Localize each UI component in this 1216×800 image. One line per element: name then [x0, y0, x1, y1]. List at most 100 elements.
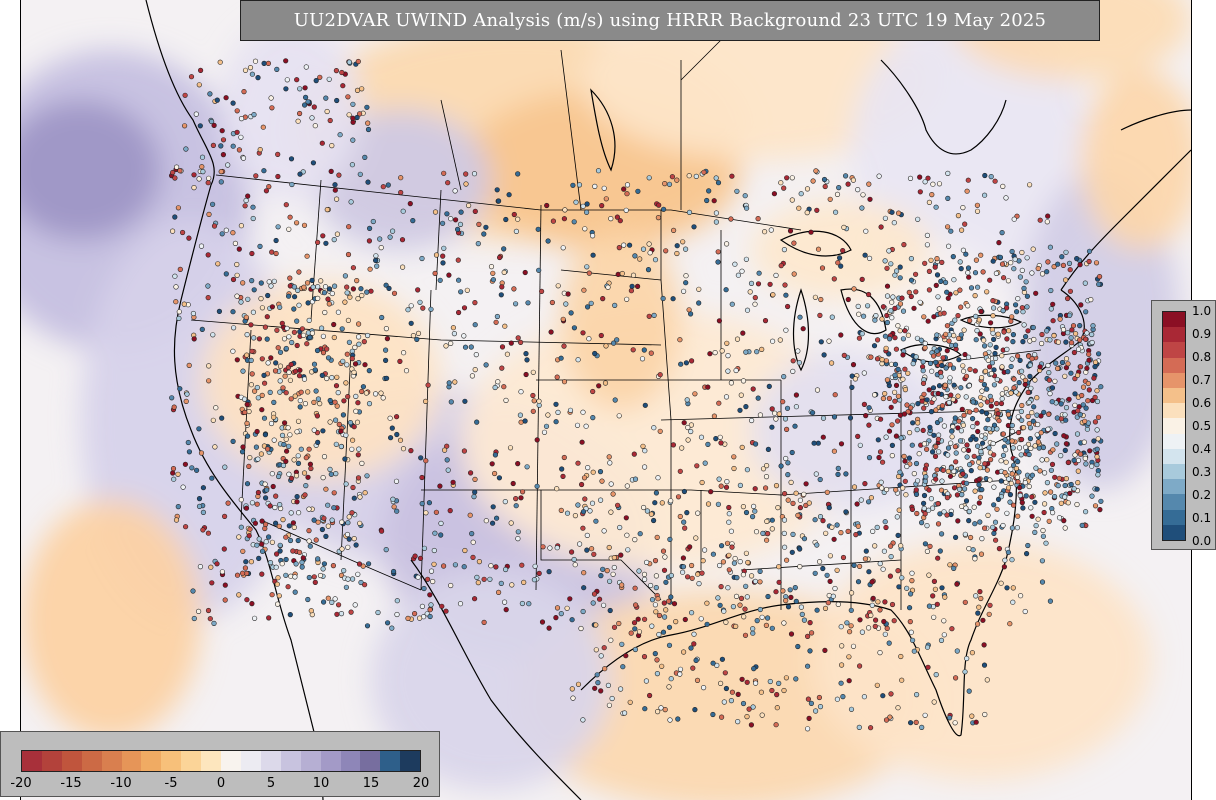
station-marker [725, 585, 731, 591]
wind-colorbar-segment [280, 751, 301, 771]
station-marker [597, 469, 604, 475]
station-marker [588, 300, 594, 306]
station-marker [944, 224, 951, 230]
station-marker [789, 197, 795, 203]
station-marker [379, 314, 385, 321]
station-marker [365, 332, 371, 339]
station-marker [1023, 550, 1030, 557]
station-marker [1045, 426, 1051, 432]
station-marker [383, 347, 389, 353]
station-marker [668, 572, 675, 579]
station-marker [880, 395, 887, 402]
station-marker [956, 335, 962, 342]
station-marker [908, 256, 915, 262]
station-marker [333, 471, 339, 477]
station-marker [553, 401, 559, 407]
station-marker [969, 416, 976, 422]
station-marker [331, 505, 337, 511]
station-marker [913, 460, 920, 467]
station-marker [180, 229, 186, 236]
station-marker [783, 327, 789, 333]
station-marker [509, 582, 515, 588]
station-marker [767, 678, 773, 685]
wind-colorbar-tick: -5 [164, 776, 178, 791]
station-marker [879, 357, 885, 363]
station-marker [265, 292, 271, 299]
state-border [680, 39, 722, 81]
station-marker [1012, 302, 1019, 308]
station-marker [325, 355, 332, 361]
station-marker [1058, 401, 1064, 407]
station-marker [355, 571, 361, 577]
station-marker [906, 455, 913, 461]
station-marker [641, 464, 648, 470]
station-marker [567, 407, 574, 413]
station-marker [1011, 385, 1017, 391]
station-marker [986, 611, 992, 617]
station-marker [352, 361, 359, 367]
station-marker [908, 277, 915, 283]
station-marker [222, 464, 228, 470]
station-marker [855, 579, 862, 585]
station-marker [1051, 494, 1058, 500]
station-marker [408, 303, 414, 309]
station-marker [965, 265, 972, 271]
station-colorbar-segment [1163, 448, 1185, 465]
station-marker [952, 444, 959, 450]
station-marker [1094, 446, 1100, 452]
station-marker [291, 524, 297, 531]
station-marker [241, 88, 247, 95]
station-marker [183, 146, 189, 152]
station-marker [743, 509, 750, 516]
station-marker [1071, 486, 1077, 492]
station-marker [292, 574, 298, 580]
station-marker [588, 546, 595, 552]
station-marker [1002, 557, 1008, 563]
station-marker [659, 663, 665, 669]
station-marker [306, 317, 312, 324]
station-marker [513, 503, 519, 509]
station-marker [273, 250, 279, 257]
station-marker [769, 424, 775, 430]
station-marker [941, 310, 947, 316]
station-marker [345, 576, 351, 582]
station-marker [1033, 465, 1039, 471]
station-marker [259, 571, 265, 577]
station-marker [768, 227, 774, 233]
station-marker [855, 187, 861, 193]
station-marker [286, 523, 292, 529]
station-marker [642, 706, 648, 712]
station-marker [641, 576, 648, 583]
station-marker [939, 403, 946, 409]
station-marker [880, 566, 886, 572]
station-marker [472, 300, 478, 306]
station-marker [1089, 339, 1095, 346]
station-marker [804, 210, 810, 216]
station-marker [777, 337, 783, 343]
station-marker [1026, 421, 1032, 427]
station-marker [238, 134, 244, 140]
station-marker [1058, 453, 1064, 459]
station-marker [472, 476, 478, 483]
station-marker [990, 440, 996, 447]
station-marker [297, 549, 303, 555]
station-marker [1094, 388, 1100, 394]
station-marker [303, 483, 309, 489]
station-marker [383, 282, 389, 288]
station-marker [593, 647, 599, 653]
station-marker [776, 680, 782, 687]
station-marker [213, 405, 219, 411]
station-marker [471, 494, 477, 500]
station-marker [234, 129, 240, 135]
station-marker [580, 717, 586, 723]
station-marker [568, 549, 575, 555]
station-marker [717, 434, 723, 440]
station-marker [944, 323, 951, 329]
station-marker [524, 357, 530, 363]
station-marker [267, 503, 273, 509]
station-marker [827, 196, 833, 202]
station-marker [979, 409, 985, 415]
station-marker [400, 264, 406, 270]
station-marker [1081, 439, 1087, 445]
station-marker [259, 518, 265, 524]
